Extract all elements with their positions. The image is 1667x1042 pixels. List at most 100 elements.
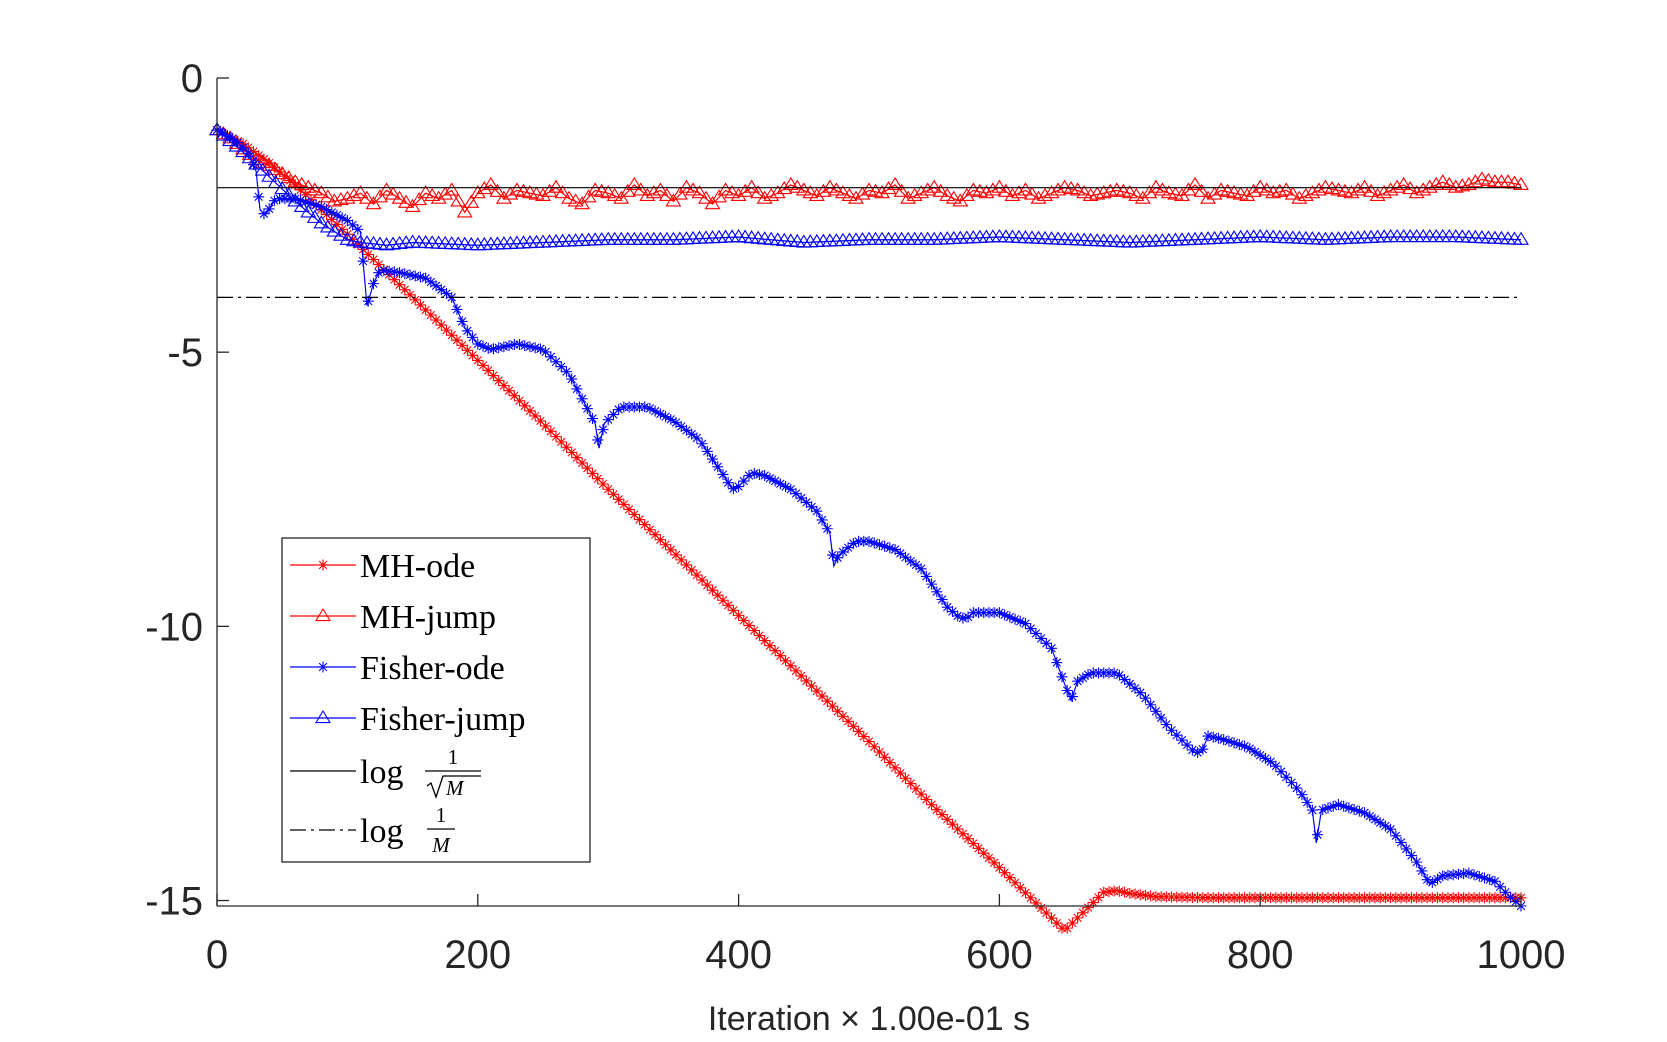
data-point-mh-ode [414,299,426,311]
data-point-mh-jump [1408,185,1425,199]
data-point-fisher-ode [1124,678,1136,690]
data-point-mh-jump [430,190,447,204]
data-point-mh-jump [913,185,930,199]
data-point-fisher-ode [1113,669,1125,681]
data-point-fisher-ode [524,341,536,353]
data-point-mh-jump [1310,182,1327,196]
data-point-fisher-ode [383,265,395,277]
data-point-mh-jump [391,190,408,204]
data-point-mh-jump [548,179,565,193]
data-point-mh-jump [613,190,630,204]
data-point-mh-ode [1040,907,1052,919]
data-point-mh-jump [815,183,832,197]
data-point-mh-jump [1187,176,1203,191]
data-point-mh-ode [774,650,786,662]
data-point-fisher-ode [1510,896,1522,908]
data-point-mh-ode [686,564,698,576]
data-point-fisher-ode [1072,675,1084,687]
data-point-mh-jump [535,187,551,201]
data-point-fisher-ode [785,483,797,495]
data-point-mh-ode [618,498,630,510]
data-point-mh-ode [576,457,588,469]
data-point-mh-ode [1134,889,1146,901]
data-point-mh-ode [712,589,724,601]
data-point-mh-jump [730,187,747,201]
data-point-fisher-ode [1390,830,1402,842]
data-point-fisher-ode [331,209,343,221]
data-point-fisher-ode [456,315,468,327]
data-point-mh-ode [717,594,729,606]
data-point-fisher-ode [1348,803,1360,815]
data-point-fisher-ode [1369,813,1381,825]
data-point-fisher-ode [519,340,531,352]
data-point-mh-jump [756,190,773,204]
data-point-fisher-jump [300,204,317,218]
data-point-mh-jump [1356,179,1373,193]
data-point-fisher-ode [1332,799,1344,811]
data-point-mh-jump [437,186,454,200]
data-point-mh-ode [707,584,719,596]
data-point-fisher-ode [555,361,567,373]
data-point-mh-jump [789,179,806,193]
data-point-fisher-jump [391,235,408,249]
data-point-fisher-jump [222,132,239,147]
data-point-mh-jump [671,186,688,200]
data-point-mh-ode [873,746,885,758]
data-point-mh-ode [331,218,343,230]
data-point-mh-ode [456,339,468,351]
data-point-mh-ode [1077,907,1089,919]
data-point-mh-jump [1102,183,1119,197]
data-point-fisher-jump [248,156,265,170]
data-point-fisher-ode [1270,760,1282,772]
data-point-mh-jump [1206,186,1223,200]
data-point-mh-ode [1025,892,1037,904]
data-point-mh-jump [495,190,512,204]
data-point-fisher-ode [1416,865,1428,877]
data-point-mh-ode [1019,887,1031,899]
data-point-fisher-ode [905,555,917,567]
data-point-fisher-ode [540,346,552,358]
data-point-mh-jump [1278,182,1295,196]
data-point-mh-jump [1363,183,1380,197]
data-point-mh-jump [1271,183,1288,197]
data-point-fisher-ode [1040,637,1052,649]
data-point-fisher-jump [398,235,415,249]
data-point-fisher-ode [1296,789,1308,801]
data-point-mh-jump [997,183,1014,197]
data-point-fisher-ode [847,537,859,549]
data-point-mh-ode [644,524,656,536]
data-point-mh-jump [763,187,780,201]
data-point-mh-ode [1004,872,1016,884]
data-point-fisher-ode [707,453,719,465]
data-point-mh-jump [332,191,349,206]
data-point-fisher-ode [534,343,546,355]
data-point-fisher-ode [1405,850,1417,862]
legend-label-log-word-2: log [360,813,403,850]
data-point-fisher-ode [727,483,739,495]
data-point-fisher-ode [425,276,437,288]
data-point-mh-jump [1200,190,1217,204]
legend-frac-numerator-2: 1 [436,803,447,827]
data-point-mh-jump [385,186,402,200]
data-point-mh-jump [606,187,623,201]
data-point-fisher-ode [1374,817,1386,829]
data-point-mh-ode [430,314,442,326]
data-point-fisher-ode [461,325,473,337]
data-point-fisher-ode [367,278,379,290]
data-point-mh-ode [451,334,463,346]
data-point-mh-ode [967,837,979,849]
data-point-mh-ode [1009,877,1021,889]
data-point-mh-ode [884,757,896,769]
data-point-mh-ode [467,349,479,361]
legend-star-marker [317,559,329,571]
legend-triangle-marker [315,709,331,724]
data-point-mh-ode [555,436,567,448]
data-point-mh-jump [1030,190,1047,204]
data-point-mh-jump [926,179,943,193]
legend-entry-fisher-jump: Fisher-jump [290,701,526,738]
data-point-mh-jump [906,187,923,201]
data-point-mh-ode [592,473,604,485]
y-tick-label: 0 [181,57,203,101]
data-point-mh-ode [780,655,792,667]
data-point-fisher-ode [1505,891,1517,903]
